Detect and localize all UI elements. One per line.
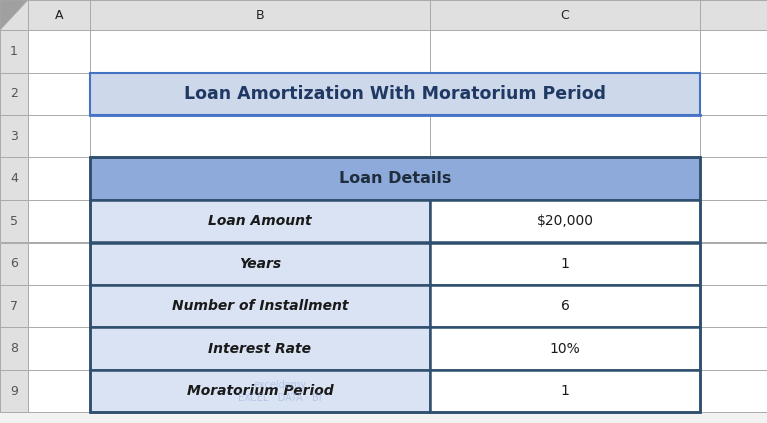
Bar [28,200,90,242]
Bar [90,285,430,327]
Bar [430,370,700,412]
Bar [90,200,430,242]
Bar [0,327,28,370]
Bar [430,200,700,242]
Text: 1: 1 [561,257,569,271]
Text: Loan Amount: Loan Amount [208,214,312,228]
Bar [700,72,767,115]
Text: A: A [54,8,63,22]
Bar [0,242,28,285]
Bar [0,72,28,115]
Bar [430,30,700,72]
Text: C: C [561,8,569,22]
Text: Interest Rate: Interest Rate [209,342,311,356]
Bar [28,157,90,200]
Bar [0,285,28,327]
Bar [0,370,28,412]
Text: 9: 9 [10,385,18,398]
Bar [700,157,767,200]
Text: 8: 8 [10,342,18,355]
Text: Moratorium Period: Moratorium Period [186,384,334,398]
Bar [28,0,90,30]
Bar [430,285,700,327]
Bar [28,242,90,285]
Bar [700,30,767,72]
Bar [0,200,28,242]
Bar [90,157,700,412]
Bar [430,0,700,30]
Bar [430,242,700,285]
Text: 6: 6 [10,257,18,270]
Bar [700,0,767,30]
Bar [700,200,767,242]
Bar [0,157,28,200]
Bar [90,115,430,157]
Text: 10%: 10% [550,342,581,356]
Bar [28,327,90,370]
Bar [430,115,700,157]
Bar [430,200,700,242]
Text: 4: 4 [10,172,18,185]
Bar [28,285,90,327]
Bar [90,242,430,285]
Bar [700,370,767,412]
Text: 1: 1 [561,384,569,398]
Bar [90,370,430,412]
Bar [90,30,430,72]
Text: 1: 1 [10,45,18,58]
Bar [90,0,430,30]
Bar [90,157,700,200]
Text: Loan Details: Loan Details [339,171,451,186]
Text: Loan Amortization With Moratorium Period: Loan Amortization With Moratorium Period [184,85,606,103]
Bar [430,242,700,285]
Text: 3: 3 [10,130,18,143]
Bar [0,30,28,72]
Bar [28,370,90,412]
Bar [430,72,700,115]
Bar [90,72,430,115]
Bar [430,157,700,200]
Bar [700,242,767,285]
Text: 7: 7 [10,300,18,313]
Bar [90,370,430,412]
Bar [90,285,430,327]
Text: exceldemy
EXCEL · DATA · BI: exceldemy EXCEL · DATA · BI [239,380,322,403]
Bar [90,242,430,285]
Bar [90,327,430,370]
Polygon shape [0,0,28,30]
Bar [700,115,767,157]
Bar [90,157,430,200]
Text: Number of Installment: Number of Installment [172,299,348,313]
Bar [430,327,700,370]
Bar [90,327,430,370]
Text: $20,000: $20,000 [536,214,594,228]
Text: 6: 6 [561,299,569,313]
Text: 5: 5 [10,215,18,228]
Bar [0,115,28,157]
Text: 2: 2 [10,87,18,100]
Bar [90,200,430,242]
Text: B: B [255,8,265,22]
Bar [700,285,767,327]
Text: Years: Years [239,257,281,271]
Bar [28,115,90,157]
Bar [28,72,90,115]
Bar [430,327,700,370]
Bar [0,0,28,30]
Bar [90,72,700,115]
Bar [700,327,767,370]
Bar [430,370,700,412]
Bar [28,30,90,72]
Bar [430,285,700,327]
